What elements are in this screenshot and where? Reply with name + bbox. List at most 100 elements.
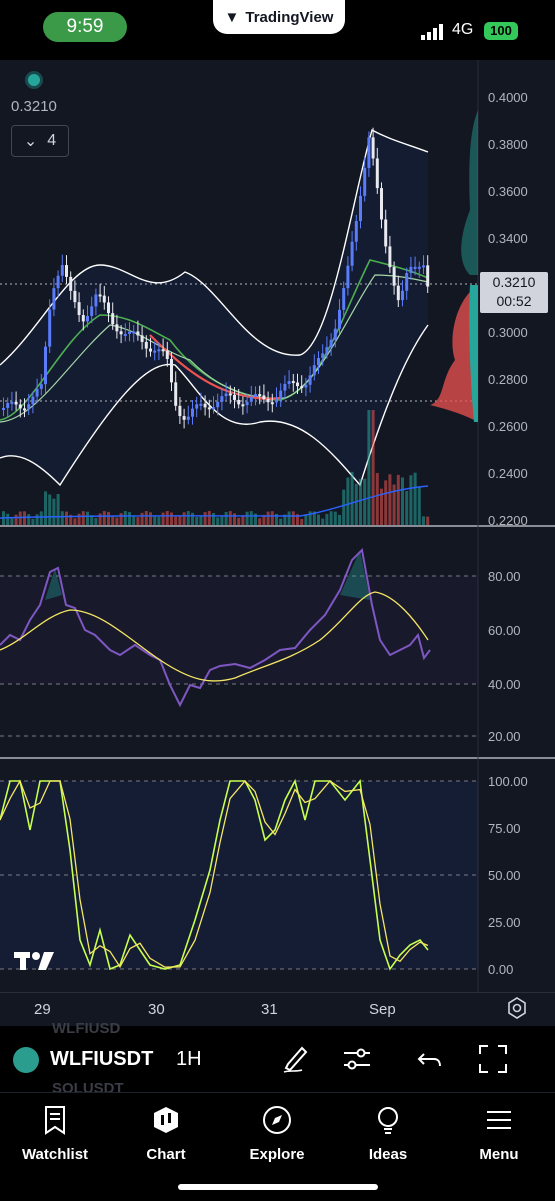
date-tick: 30: [148, 1001, 165, 1018]
sliders-icon[interactable]: [340, 1042, 374, 1076]
candle: [60, 265, 64, 276]
volume-bar: [73, 518, 77, 525]
volume-bar: [342, 489, 346, 525]
candle: [426, 265, 430, 287]
candle: [178, 405, 182, 417]
volume-bar: [384, 480, 388, 525]
candle: [144, 341, 148, 349]
volume-bar: [90, 515, 94, 525]
volume-profile-down: [430, 285, 478, 422]
chart-canvas[interactable]: 0.4000 0.3800 0.3600 0.3400 0.3000 0.280…: [0, 60, 555, 992]
volume-bar: [212, 513, 215, 525]
volume-bar: [388, 474, 392, 525]
volume-bar: [224, 511, 228, 525]
chart-area[interactable]: 0.4000 0.3800 0.3600 0.3400 0.3000 0.280…: [0, 60, 555, 992]
price-tick: 0.2600: [488, 419, 528, 434]
menu-icon: [487, 1111, 511, 1129]
undo-icon[interactable]: [414, 1042, 448, 1076]
fullscreen-icon[interactable]: [476, 1042, 510, 1076]
volume-bar: [149, 512, 152, 525]
stoch-tick: 0.00: [488, 962, 513, 977]
volume-bar: [359, 478, 362, 525]
volume-bar: [86, 511, 89, 525]
volume-bar: [254, 513, 257, 525]
volume-bar: [401, 477, 404, 525]
volume-bar: [354, 483, 358, 525]
pen-icon[interactable]: [280, 1042, 314, 1076]
volume-bar: [52, 498, 56, 525]
volume-bar: [165, 511, 169, 525]
symbol-logo-icon: [13, 1047, 39, 1073]
candle: [287, 381, 291, 385]
nav-ideas[interactable]: Ideas: [343, 1105, 433, 1163]
volume-profile-value-area: [469, 285, 478, 422]
candle: [186, 416, 190, 420]
candle: [140, 335, 144, 342]
candle: [249, 396, 253, 402]
chart-icon: [154, 1107, 178, 1133]
volume-bar: [304, 514, 308, 525]
indicator-count: 4: [47, 132, 57, 149]
candle: [149, 348, 152, 352]
interval-selector[interactable]: 1H: [176, 1048, 202, 1070]
status-time: 9:59: [43, 12, 127, 42]
nav-label: Ideas: [368, 1146, 408, 1163]
volume-bar: [170, 512, 173, 525]
tradingview-watermark-icon[interactable]: [14, 950, 58, 972]
bottom-navigation: Watchlist Chart Explore Ideas Menu: [0, 1092, 555, 1201]
chart-toolbar: [0, 1026, 555, 1092]
volume-bar: [23, 511, 26, 525]
candle: [182, 416, 186, 420]
candle: [119, 331, 123, 335]
candle: [270, 402, 274, 405]
rsi-signal-line: [0, 591, 429, 682]
volume-ma: [0, 485, 429, 519]
volume-bar: [333, 511, 337, 525]
date-axis[interactable]: 29 30 31 Sep: [0, 992, 555, 1027]
volume-bar: [228, 511, 232, 525]
candle: [388, 246, 392, 268]
volume-bar: [275, 513, 278, 525]
volume-bar: [140, 512, 144, 525]
nav-explore[interactable]: Explore: [232, 1105, 322, 1163]
candle: [216, 401, 220, 408]
stoch-band: [0, 781, 478, 969]
candle: [31, 396, 35, 405]
candle: [195, 404, 199, 409]
candle: [329, 339, 333, 348]
rsi-tick: 40.00: [488, 677, 521, 692]
volume-bar: [14, 514, 18, 525]
indicators-collapse-button[interactable]: ⌄ 4: [11, 125, 69, 157]
candles: [2, 127, 430, 429]
nav-watchlist[interactable]: Watchlist: [10, 1105, 100, 1163]
candle: [359, 195, 362, 222]
rsi-pane: 80.00 60.00 40.00 20.00: [0, 547, 521, 744]
symbol-name[interactable]: WLFIUSDT: [50, 1048, 154, 1070]
date-tick: 29: [34, 1001, 51, 1018]
volume-bar: [233, 513, 236, 525]
price-tick: 0.2400: [488, 466, 528, 481]
price-tick: 0.3600: [488, 184, 528, 199]
network-type: 4G: [452, 21, 474, 38]
volume-bar: [380, 488, 383, 525]
volume-bar: [405, 490, 409, 525]
app-name-tab[interactable]: ▼ TradingView: [213, 0, 345, 34]
compass-icon: [263, 1106, 291, 1134]
nav-chart[interactable]: Chart: [121, 1105, 211, 1163]
volume-bar: [329, 511, 333, 525]
price-tick: 0.4000: [488, 90, 528, 105]
candle: [48, 309, 52, 347]
rsi-overbought-fill: [45, 568, 62, 600]
chart-settings-gear-icon[interactable]: [505, 996, 529, 1020]
volume-bar: [111, 515, 115, 525]
watchlist-icon: [45, 1106, 65, 1135]
live-status-dot: [28, 74, 40, 86]
volume-bar: [321, 518, 325, 525]
volume-bar: [94, 517, 98, 525]
candle: [296, 382, 299, 387]
volume-bar: [308, 511, 312, 525]
volume-bar: [300, 518, 304, 525]
candle: [2, 407, 5, 410]
volume-bar: [296, 514, 299, 525]
nav-menu[interactable]: Menu: [454, 1105, 544, 1163]
